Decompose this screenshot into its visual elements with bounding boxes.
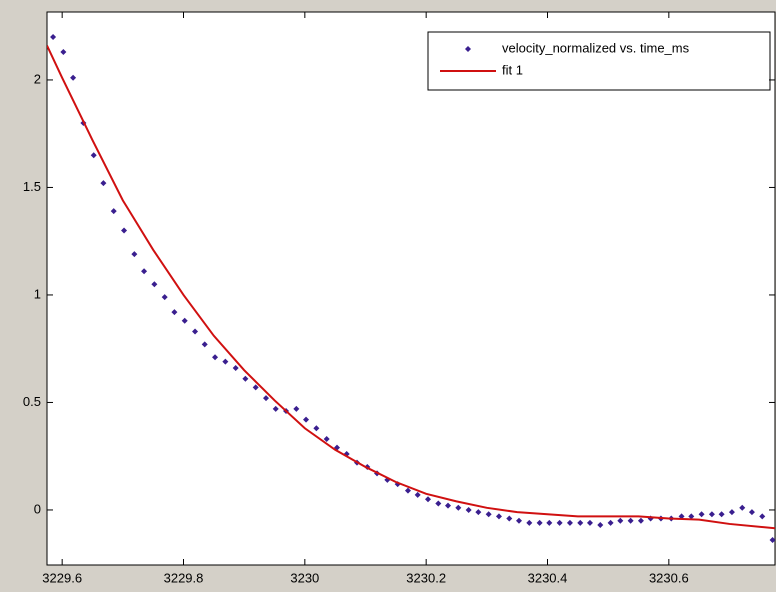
data-point [627,517,634,524]
data-point [242,375,249,382]
data-point [566,519,573,526]
data-point [131,251,138,258]
data-layer [47,33,775,544]
y-tick-label: 0.5 [23,394,41,409]
data-point [607,519,614,526]
data-point [708,511,715,518]
data-point [678,513,685,520]
data-point [212,354,219,361]
legend-box [427,31,771,91]
data-point [90,152,97,159]
data-point [151,281,158,288]
data-point [303,416,310,423]
fit-line [47,45,775,530]
data-point [272,405,279,412]
data-point [192,328,199,335]
data-point [718,511,725,518]
data-point [313,425,320,432]
data-point [414,491,421,498]
data-point [728,509,735,516]
data-point [141,268,148,275]
legend-marker [465,46,471,52]
data-point [526,519,533,526]
x-tick-label: 3230.2 [406,570,446,585]
data-point [515,517,522,524]
data-point [759,513,766,520]
data-point [263,395,270,402]
data-point [455,504,462,511]
data-point [536,519,543,526]
data-point [201,341,208,348]
y-tick-label: 0 [34,501,41,516]
data-point [748,509,755,516]
y-tick-label: 1 [34,286,41,301]
data-point [769,537,775,544]
plot-area [46,11,776,566]
data-point [323,436,330,443]
y-tick-label: 1.5 [23,179,41,194]
data-point [424,496,431,503]
data-point [698,511,705,518]
data-point [556,519,563,526]
data-point [232,365,239,372]
x-tick-label: 3229.8 [164,570,204,585]
legend-label: velocity_normalized vs. time_ms [502,40,690,55]
data-point [121,227,128,234]
x-tick-label: 3229.6 [42,570,82,585]
data-point [637,517,644,524]
data-point [586,519,593,526]
data-point [252,384,259,391]
data-point [171,309,178,316]
data-point [110,208,117,215]
legend-label: fit 1 [502,62,523,77]
data-point [597,522,604,529]
data-point [293,405,300,412]
data-point [577,519,584,526]
data-point [404,487,411,494]
y-tick-label: 2 [34,71,41,86]
x-tick-label: 3230.6 [649,570,689,585]
data-point [495,513,502,520]
data-point [617,517,624,524]
data-point [739,504,746,511]
data-point [50,33,57,40]
x-tick-label: 3230 [290,570,319,585]
data-point [465,506,472,513]
x-tick-label: 3230.4 [528,570,568,585]
data-point [161,294,168,301]
data-point [60,48,67,55]
data-point [100,180,107,187]
data-point [475,509,482,516]
data-point [222,358,229,365]
data-point [435,500,442,507]
data-point [445,502,452,509]
data-point [506,515,513,522]
data-point [485,511,492,518]
data-point [546,519,553,526]
data-point [688,513,695,520]
data-point [70,74,77,81]
data-point [181,317,188,324]
